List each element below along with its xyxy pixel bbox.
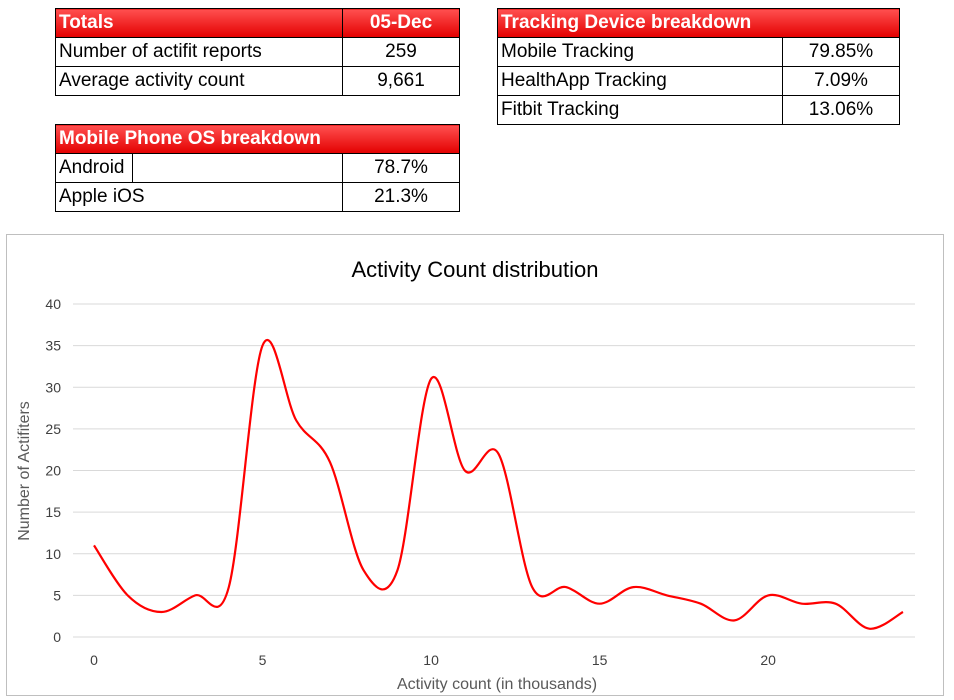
x-tick-label: 20 xyxy=(760,652,776,668)
chart-canvas: Activity Count distribution 0 5 10 15 20 25 30… xyxy=(16,257,915,693)
table-row: Android 78.7% xyxy=(55,153,460,183)
totals-row-value[interactable]: 259 xyxy=(342,37,460,67)
table-row: HealthApp Tracking 7.09% xyxy=(497,66,900,96)
totals-table: Totals 05-Dec Number of actifit reports … xyxy=(55,8,460,96)
x-tick-label: 10 xyxy=(423,652,439,668)
tracking-row-value[interactable]: 13.06% xyxy=(782,95,900,125)
tracking-row-value[interactable]: 7.09% xyxy=(782,66,900,96)
y-tick-label: 10 xyxy=(45,546,61,562)
totals-row-value[interactable]: 9,661 xyxy=(342,66,460,96)
y-axis-title: Number of Actifiters xyxy=(16,401,33,541)
x-tick-label: 0 xyxy=(90,652,98,668)
activity-chart[interactable]: Activity Count distribution 0 5 10 15 20 25 30… xyxy=(6,234,944,696)
y-tick-label: 15 xyxy=(45,504,61,520)
y-tick-label: 40 xyxy=(45,296,61,312)
y-tick-label: 5 xyxy=(53,587,61,603)
y-tick-label: 30 xyxy=(45,379,61,395)
os-row-label-cell[interactable]: Android xyxy=(55,153,343,183)
tracking-header-label[interactable]: Tracking Device breakdown xyxy=(497,8,783,38)
os-row-label: Android xyxy=(59,157,125,178)
totals-header-row: Totals 05-Dec xyxy=(55,8,460,38)
mobile-os-table: Mobile Phone OS breakdown Android 78.7% … xyxy=(55,124,460,212)
table-row: Mobile Tracking 79.85% xyxy=(497,37,900,67)
totals-header-date[interactable]: 05-Dec xyxy=(342,8,460,38)
x-tick-label: 15 xyxy=(592,652,608,668)
table-row: Average activity count 9,661 xyxy=(55,66,460,96)
os-row-label[interactable]: Apple iOS xyxy=(55,182,343,212)
os-header-row: Mobile Phone OS breakdown xyxy=(55,124,460,154)
totals-row-label[interactable]: Number of actifit reports xyxy=(55,37,343,67)
totals-row-label[interactable]: Average activity count xyxy=(55,66,343,96)
y-tick-label: 20 xyxy=(45,463,61,479)
y-tick-label: 0 xyxy=(53,629,61,645)
tracking-row-label[interactable]: Fitbit Tracking xyxy=(497,95,783,125)
x-tick-label: 5 xyxy=(259,652,267,668)
tracking-row-value[interactable]: 79.85% xyxy=(782,37,900,67)
tracking-header-empty-cell[interactable] xyxy=(782,8,900,38)
y-tick-label: 35 xyxy=(45,338,61,354)
x-axis-ticks: 0 5 10 15 20 xyxy=(90,652,776,668)
table-row: Fitbit Tracking 13.06% xyxy=(497,95,900,125)
os-row-value[interactable]: 78.7% xyxy=(342,153,460,183)
os-header-label[interactable]: Mobile Phone OS breakdown xyxy=(55,124,343,154)
os-row-value[interactable]: 21.3% xyxy=(342,182,460,212)
y-tick-label: 25 xyxy=(45,421,61,437)
cell-divider xyxy=(132,154,133,182)
gridlines xyxy=(73,303,915,638)
y-axis-ticks: 0 5 10 15 20 25 30 35 40 xyxy=(45,296,61,645)
x-axis-title: Activity count (in thousands) xyxy=(397,676,597,693)
totals-header-label[interactable]: Totals xyxy=(55,8,343,38)
series-line xyxy=(93,339,904,630)
os-header-empty-cell[interactable] xyxy=(342,124,460,154)
table-row: Number of actifit reports 259 xyxy=(55,37,460,67)
tracking-device-table: Tracking Device breakdown Mobile Trackin… xyxy=(497,8,900,125)
tracking-header-row: Tracking Device breakdown xyxy=(497,8,900,38)
tracking-row-label[interactable]: HealthApp Tracking xyxy=(497,66,783,96)
tracking-row-label[interactable]: Mobile Tracking xyxy=(497,37,783,67)
chart-title: Activity Count distribution xyxy=(352,257,599,282)
table-row: Apple iOS 21.3% xyxy=(55,182,460,212)
